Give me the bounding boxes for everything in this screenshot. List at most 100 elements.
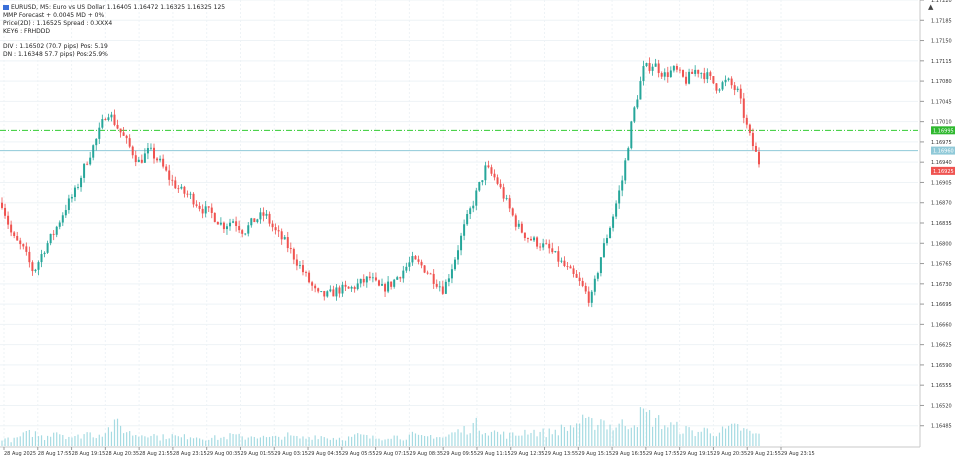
candle-body: [83, 163, 86, 178]
candle-body: [417, 259, 420, 262]
candle-body: [420, 261, 423, 266]
horizontal-levels: [0, 129, 918, 152]
candle-body: [466, 214, 469, 225]
candle-body: [560, 260, 563, 262]
candle-body: [350, 286, 353, 289]
candle-body: [298, 265, 301, 266]
candle-body: [469, 208, 472, 215]
candle-body: [320, 291, 323, 292]
candle-body: [168, 170, 171, 180]
candle-body: [536, 237, 539, 247]
candle-body: [77, 187, 80, 188]
candle-body: [514, 215, 517, 227]
candle-body: [654, 63, 657, 67]
candle-body: [657, 63, 660, 74]
candle-body: [1, 202, 3, 208]
candle-body: [703, 73, 706, 80]
candle-body: [694, 69, 697, 74]
candle-body: [460, 235, 463, 251]
price-line: Price(2D) : 1.16525 Spread : 0.XXX4: [3, 20, 113, 27]
candle-body: [685, 76, 688, 84]
candle-body: [314, 285, 317, 289]
candle-body: [551, 248, 554, 253]
candle-body: [691, 71, 694, 74]
key-line: KEY6 : FRHDDD: [3, 28, 51, 35]
candle-body: [280, 231, 283, 240]
time-tick-label: 29 Aug 05:55: [342, 451, 376, 457]
forecast-line: MMP Forecast + 0.0045 MD + 0%: [3, 12, 105, 19]
candle-body: [478, 181, 481, 191]
candle-body: [28, 251, 31, 263]
candle-body: [754, 146, 757, 152]
candle-body: [508, 198, 511, 209]
candle-body: [238, 225, 241, 231]
candle-body: [700, 73, 703, 74]
candle-body: [171, 179, 174, 181]
candle-body: [359, 278, 362, 284]
candle-body: [137, 159, 140, 163]
candle-body: [277, 230, 280, 232]
time-tick-label: 28 Aug 19:15: [72, 451, 106, 457]
candle-body: [390, 281, 393, 287]
candle-body: [73, 187, 76, 198]
price-tick-label: 1.16695: [931, 302, 952, 308]
candle-body: [742, 98, 745, 118]
candle-body: [55, 226, 58, 235]
candle-body: [317, 288, 320, 292]
candle-body: [715, 83, 718, 91]
time-tick-label: 29 Aug 15:15: [578, 451, 612, 457]
candle-body: [61, 215, 64, 223]
time-axis: 28 Aug 2025 28 Aug 17:55 28 Aug 19:15 28 Au…: [3, 447, 815, 457]
candle-body: [599, 257, 602, 274]
candle-body: [140, 159, 143, 163]
candle-body: [590, 291, 593, 303]
candle-body: [666, 72, 669, 77]
candle-body: [435, 283, 438, 287]
candle-body: [387, 281, 390, 292]
price-tick-label: 1.16520: [931, 403, 952, 409]
candle-body: [43, 252, 46, 255]
candle-body: [529, 238, 532, 241]
candle-body: [347, 286, 350, 289]
candle-body: [751, 132, 754, 147]
candle-body: [396, 277, 399, 280]
candle-body: [119, 128, 122, 133]
candle-body: [411, 256, 414, 263]
candle-body: [633, 107, 636, 122]
collapse-arrow-icon[interactable]: ▲: [928, 3, 934, 11]
candle-body: [736, 88, 739, 91]
candle-body: [557, 251, 560, 262]
candle-body: [186, 193, 189, 195]
candle-body: [405, 266, 408, 271]
candle-body: [645, 63, 648, 67]
candle-body: [581, 280, 584, 286]
candle-body: [639, 81, 642, 100]
candle-body: [624, 160, 627, 181]
candle-body: [64, 210, 67, 216]
level-tag: [931, 146, 955, 155]
candle-body: [146, 147, 149, 154]
candle-body: [268, 213, 271, 224]
candle-body: [408, 262, 411, 267]
candle-body: [517, 223, 520, 227]
candle-body: [305, 272, 308, 273]
candle-body: [618, 190, 621, 204]
candle-body: [554, 251, 557, 253]
candle-body: [636, 99, 639, 108]
candle-body: [58, 222, 61, 227]
candle-body: [113, 114, 116, 125]
candle-body: [706, 72, 709, 80]
candle-body: [721, 82, 724, 90]
symbol-text: EURUSD, M5: Euro vs US Dollar 1.16405 1.…: [11, 4, 226, 11]
candle-body: [329, 289, 332, 292]
candle-body: [499, 183, 502, 188]
candle-body: [104, 119, 107, 121]
candle-body: [229, 222, 232, 227]
candle-body: [356, 283, 359, 290]
candle-body: [98, 127, 101, 139]
grid-lines: [0, 0, 918, 446]
candle-body: [758, 151, 760, 165]
candle-body: [67, 198, 70, 211]
